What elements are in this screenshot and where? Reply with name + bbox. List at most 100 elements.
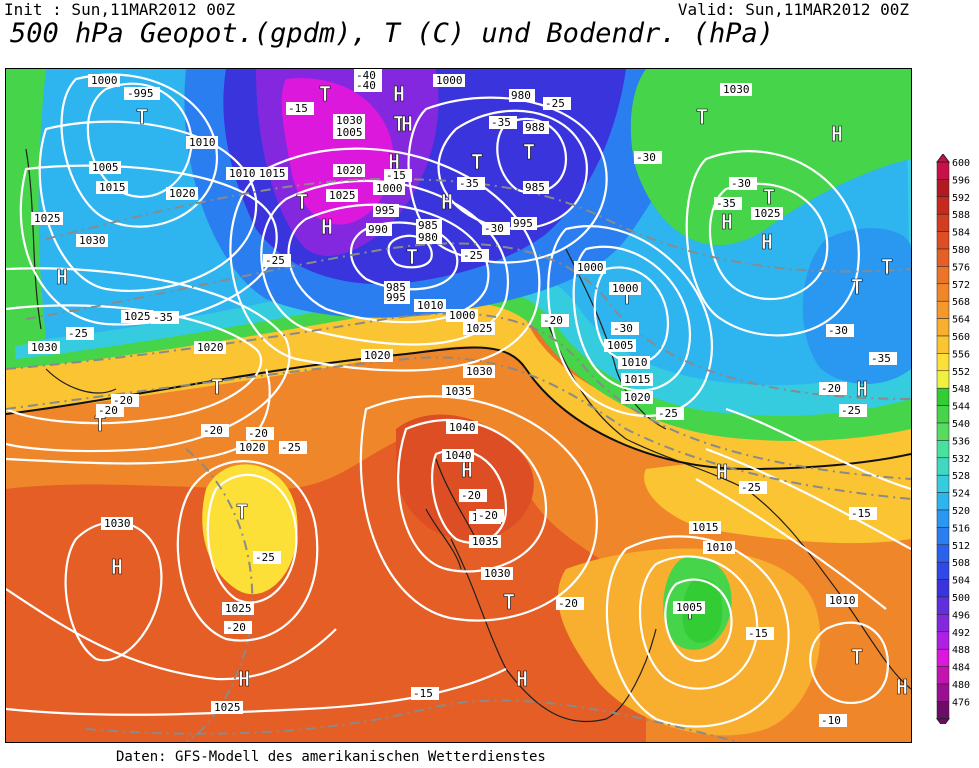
isobar-1020-east: [695, 478, 887, 610]
legend-level-label: 508: [952, 558, 970, 569]
svg-text:-35: -35: [153, 311, 173, 324]
temperature-label: -20: [246, 427, 274, 440]
isobar-1030-east-high: [685, 150, 860, 337]
low-center: T: [471, 150, 483, 174]
svg-text:-25: -25: [463, 249, 483, 262]
isotherm-minus-25: [6, 312, 911, 480]
isobar-label: 990: [366, 223, 392, 236]
legend-swatch: [936, 701, 950, 720]
legend-level-label: 544: [952, 402, 970, 413]
legend-level-label: 584: [952, 228, 970, 239]
svg-text:995: 995: [513, 217, 533, 230]
svg-text:1030: 1030: [31, 341, 58, 354]
legend-swatch: [936, 387, 950, 406]
legend-level-label: 596: [952, 175, 970, 186]
temperature-label: -30: [826, 324, 854, 337]
svg-text:-25: -25: [265, 254, 285, 267]
legend-level-label: 536: [952, 436, 970, 447]
temperature-label: -30: [634, 151, 662, 164]
isobar-label: 1015: [689, 521, 721, 534]
legend-level-label: 500: [952, 593, 970, 604]
legend-swatch: [936, 248, 950, 267]
temperature-label: -15: [411, 687, 439, 700]
high-center: H: [461, 458, 473, 482]
temperature-label: -25: [656, 407, 684, 420]
isobar-1020-trough: [206, 473, 298, 604]
low-center: T: [881, 255, 893, 279]
isobar-label: 1020: [333, 164, 365, 177]
low-center: T: [296, 190, 308, 214]
svg-text:1030: 1030: [466, 365, 493, 378]
svg-text:-25: -25: [255, 551, 275, 564]
isobar-label: 1000: [609, 282, 641, 295]
svg-text:-20: -20: [248, 427, 268, 440]
isotherm-minus-15: [85, 699, 743, 742]
svg-text:1000: 1000: [577, 261, 604, 274]
svg-text:-30: -30: [731, 177, 751, 190]
high-center: H: [441, 190, 453, 214]
temperature-label: -25: [739, 481, 767, 494]
svg-text:1020: 1020: [239, 441, 266, 454]
temperature-label: -30: [729, 177, 757, 190]
svg-text:1005: 1005: [676, 601, 703, 614]
isobar-label: -995: [124, 87, 160, 100]
temperature-label: -25: [66, 327, 94, 340]
svg-text:1030: 1030: [723, 83, 750, 96]
legend-level-label: 524: [952, 489, 970, 500]
legend-swatch: [936, 509, 950, 528]
legend-swatch: [936, 631, 950, 650]
svg-text:1020: 1020: [169, 187, 196, 200]
isobar-1025-south-west: [6, 588, 337, 681]
legend-swatch: [936, 353, 950, 372]
svg-text:1010: 1010: [229, 167, 256, 180]
legend-swatch: [936, 614, 950, 633]
isobar-label: 1015: [621, 373, 653, 386]
legend-swatch: [936, 561, 950, 580]
isobar-label: 1030: [481, 567, 513, 580]
svg-text:1025: 1025: [124, 310, 151, 323]
isobar-label: 1000: [373, 182, 405, 195]
high-center: H: [388, 150, 400, 174]
legend-swatch: [936, 457, 950, 476]
isobar-1010-east-low: [809, 621, 889, 704]
isobar-1020-center: [229, 147, 541, 372]
svg-text:1025: 1025: [754, 207, 781, 220]
temperature-label: -20: [459, 489, 487, 502]
temperature-label: -20: [476, 509, 504, 522]
isobar-label: 1010: [703, 541, 735, 554]
svg-text:995: 995: [375, 204, 395, 217]
isobar-1010-center: [260, 179, 509, 346]
legend-level-label: 564: [952, 315, 970, 326]
svg-text:1020: 1020: [336, 164, 363, 177]
isobar-label: 1010: [186, 136, 218, 149]
isotherm-minus-30: [25, 242, 911, 400]
isobar-1005-east: [572, 245, 692, 392]
high-center: H: [721, 210, 733, 234]
temperature-label: -35: [869, 352, 897, 365]
isobar-1010-south-low: [638, 555, 759, 690]
svg-text:1010: 1010: [621, 356, 648, 369]
high-center: H: [111, 555, 123, 579]
legend-swatch: [936, 596, 950, 615]
svg-text:1005: 1005: [92, 161, 119, 174]
svg-text:-30: -30: [828, 324, 848, 337]
color-legend: 600 596 592 588 584 580 576 572 568 564 560 556 552 5…: [935, 153, 979, 728]
legend-swatch: [936, 648, 950, 667]
svg-text:1000: 1000: [612, 282, 639, 295]
temperature-label: -40: [354, 69, 382, 82]
legend-swatch: [936, 266, 950, 285]
svg-text:-15: -15: [851, 507, 871, 520]
legend-swatch: [936, 474, 950, 493]
svg-text:1005: 1005: [607, 339, 634, 352]
isobar-1030-east: [725, 407, 911, 491]
svg-text:1010: 1010: [829, 594, 856, 607]
svg-text:-20: -20: [821, 382, 841, 395]
isobar-1035-center: [397, 418, 548, 573]
isobar-label: 1030: [76, 234, 108, 247]
isobar-label: 1025: [31, 212, 63, 225]
svg-text:-30: -30: [484, 222, 504, 235]
isobar-label: 1000: [88, 74, 120, 87]
high-center: H: [896, 675, 908, 699]
legend-level-label: 528: [952, 471, 970, 482]
temperature-label: -20: [819, 382, 847, 395]
